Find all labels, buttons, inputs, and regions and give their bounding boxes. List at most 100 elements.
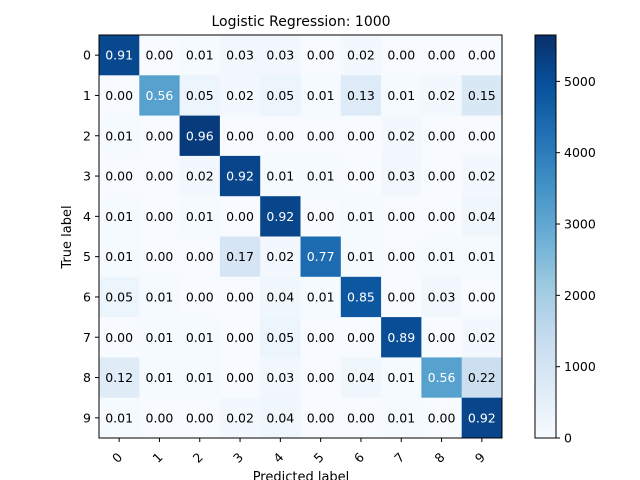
cell-value-label: 0.02 xyxy=(428,88,456,103)
x-tick-label: 3 xyxy=(230,450,246,466)
heatmap-cell xyxy=(139,317,181,358)
heatmap-cell xyxy=(461,155,503,197)
y-axis-ticks: 0 1 2 3 4 5 6 7 8 9 xyxy=(83,48,99,425)
cell-value-label: 0.00 xyxy=(347,410,375,425)
cell-value-label: 0.92 xyxy=(226,169,254,184)
cell-value-label: 0.05 xyxy=(266,330,294,345)
x-tick-label: 5 xyxy=(311,450,327,466)
colorbar-tick-label: 3000 xyxy=(564,217,596,232)
cell-value-label: 0.01 xyxy=(146,330,174,345)
heatmap-cell xyxy=(179,317,221,358)
cell-value-label: 0.01 xyxy=(428,249,456,264)
cell-value-label: 0.00 xyxy=(146,48,174,63)
heatmap-cell xyxy=(381,397,422,439)
cell-value-label: 0.22 xyxy=(468,370,496,385)
y-tick-label: 2 xyxy=(83,128,91,143)
x-tick-label: 4 xyxy=(270,449,286,465)
heatmap-cell xyxy=(461,397,503,439)
colorbar-tick-label: 2000 xyxy=(564,288,596,303)
heatmap-cell xyxy=(381,317,422,358)
cell-value-label: 0.01 xyxy=(307,88,335,103)
heatmap-cell xyxy=(99,35,140,76)
heatmap-cell xyxy=(381,357,422,399)
heatmap-cell xyxy=(421,276,463,318)
heatmap-cell xyxy=(381,115,422,157)
cell-value-label: 0.00 xyxy=(307,330,335,345)
cell-value-label: 0.01 xyxy=(186,330,214,345)
cell-value-label: 0.56 xyxy=(146,88,174,103)
heatmap-cell xyxy=(381,155,422,197)
cell-value-label: 0.03 xyxy=(428,289,456,304)
heatmap-cell xyxy=(260,75,301,117)
heatmap-cell xyxy=(139,115,181,157)
y-tick-label: 8 xyxy=(83,370,91,385)
y-tick-label: 4 xyxy=(83,209,91,224)
heatmap-cell xyxy=(139,35,181,76)
heatmap-cell xyxy=(300,155,342,197)
y-tick-label: 7 xyxy=(83,330,91,345)
heatmap-cell xyxy=(300,75,342,117)
heatmap-cell xyxy=(260,115,301,157)
cell-value-label: 0.03 xyxy=(266,370,294,385)
cell-value-label: 0.04 xyxy=(266,289,294,304)
heatmap-cell xyxy=(260,236,301,278)
heatmap-cell xyxy=(461,317,503,358)
y-tick-label: 0 xyxy=(83,48,91,63)
cell-value-label: 0.01 xyxy=(347,209,375,224)
cell-value-label: 0.01 xyxy=(347,249,375,264)
cell-value-label: 0.00 xyxy=(428,48,456,63)
cell-value-label: 0.00 xyxy=(347,169,375,184)
heatmap-cell xyxy=(340,276,382,318)
heatmap-cell xyxy=(99,357,140,399)
heatmap-cell xyxy=(179,357,221,399)
heatmap-cell xyxy=(99,196,140,237)
cell-value-label: 0.00 xyxy=(387,48,415,63)
heatmap-cell xyxy=(300,357,342,399)
heatmap-cell xyxy=(219,35,261,76)
heatmap-cell xyxy=(421,75,463,117)
cell-value-label: 0.00 xyxy=(387,249,415,264)
heatmap-cell xyxy=(260,397,301,439)
cell-value-label: 0.01 xyxy=(387,88,415,103)
cell-value-label: 0.91 xyxy=(105,48,133,63)
heatmap-cell xyxy=(179,155,221,197)
cell-value-label: 0.85 xyxy=(347,289,375,304)
heatmap-cell xyxy=(219,397,261,439)
heatmap-cell xyxy=(381,35,422,76)
cell-value-label: 0.01 xyxy=(387,370,415,385)
heatmap-cell xyxy=(139,397,181,439)
cell-value-label: 0.01 xyxy=(186,370,214,385)
cell-value-label: 0.00 xyxy=(468,48,496,63)
y-tick-label: 9 xyxy=(83,410,91,425)
cell-value-label: 0.02 xyxy=(468,169,496,184)
heatmap-cell xyxy=(139,236,181,278)
plot-frame xyxy=(98,34,503,439)
cell-value-label: 0.00 xyxy=(428,410,456,425)
x-axis-label: Predicted label xyxy=(253,470,350,480)
cell-value-label: 0.00 xyxy=(146,128,174,143)
cell-value-label: 0.05 xyxy=(186,88,214,103)
heatmap-cell xyxy=(219,196,261,237)
colorbar-tick-label: 1000 xyxy=(564,359,596,374)
heatmap-cell xyxy=(99,236,140,278)
heatmap-cell xyxy=(139,357,181,399)
cell-value-label: 0.00 xyxy=(146,410,174,425)
cell-value-label: 0.00 xyxy=(428,330,456,345)
heatmap-cell xyxy=(421,236,463,278)
cell-value-label: 0.05 xyxy=(266,88,294,103)
cell-value-label: 0.00 xyxy=(347,128,375,143)
colorbar-tick-label: 5000 xyxy=(564,74,596,89)
cell-value-label: 0.77 xyxy=(307,249,335,264)
heatmap-cell xyxy=(300,236,342,278)
cell-value-label: 0.00 xyxy=(226,209,254,224)
cell-value-label: 0.01 xyxy=(105,209,133,224)
heatmap-cell xyxy=(381,276,422,318)
heatmap-cell xyxy=(219,317,261,358)
cell-value-label: 0.00 xyxy=(307,48,335,63)
heatmap-cell xyxy=(260,196,301,237)
heatmap-cell xyxy=(461,35,503,76)
heatmap-cell xyxy=(461,276,503,318)
cell-value-label: 0.17 xyxy=(226,249,254,264)
colorbar-tick-label: 4000 xyxy=(564,145,596,160)
